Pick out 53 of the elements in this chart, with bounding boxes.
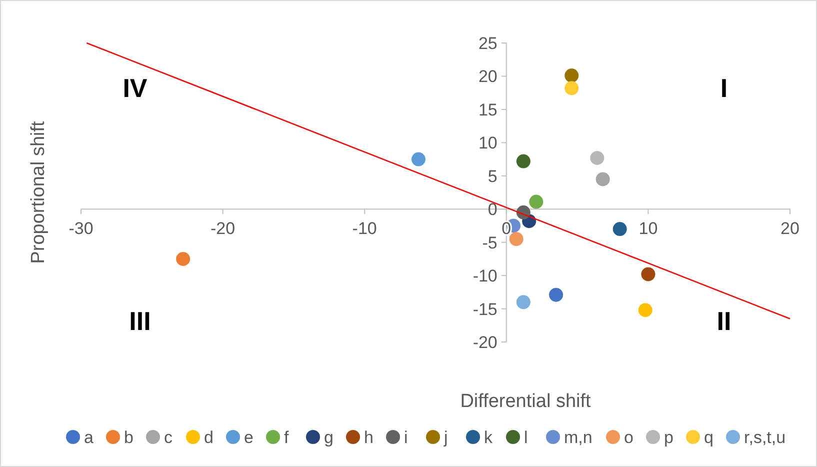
x-axis-title: Differential shift: [460, 391, 592, 412]
legend-label: k: [484, 428, 493, 447]
point: [564, 81, 579, 96]
x-tick-label: 20: [780, 219, 800, 238]
point: [549, 288, 564, 302]
legend-label: d: [204, 428, 214, 447]
legend-label: h: [364, 428, 374, 447]
point: [596, 172, 610, 186]
x-tick-label: 0: [502, 219, 512, 238]
legend-label: l: [524, 428, 528, 447]
y-tick-label: 0: [488, 200, 498, 220]
point: [638, 303, 652, 318]
annotation: I: [720, 73, 728, 103]
y-tick-label: 20: [478, 67, 498, 86]
point: [411, 152, 426, 166]
y-tick-label: -10: [472, 266, 498, 286]
legend-label: r,s,t,u: [744, 428, 786, 447]
point: [612, 222, 627, 236]
point: [509, 232, 524, 246]
y-tick-label: 15: [478, 100, 498, 120]
legend-label: i: [404, 428, 408, 447]
legend-label: m,n: [564, 428, 592, 447]
annotation: IV: [122, 73, 148, 103]
point: [590, 150, 604, 165]
annotation: III: [129, 306, 151, 336]
x-tick-label: -30: [68, 219, 94, 238]
legend-label: g: [324, 428, 334, 447]
y-axis-title: Proportional shift: [28, 120, 49, 264]
point: [529, 194, 544, 209]
legend-label: c: [164, 428, 173, 447]
point: [516, 295, 530, 310]
legend-label: p: [664, 428, 674, 447]
x-tick-label: -20: [210, 219, 236, 238]
y-tick-label: -15: [472, 300, 498, 319]
point: [564, 68, 579, 83]
legend-label: j: [443, 428, 448, 447]
y-tick-label: 10: [478, 134, 498, 153]
legend-label: b: [124, 428, 134, 447]
x-tick-label: -10: [352, 219, 377, 238]
y-tick-label: 25: [478, 34, 498, 53]
x-tick-label: 10: [638, 219, 658, 238]
point: [176, 252, 190, 266]
legend-label: e: [244, 428, 254, 447]
legend-label: a: [84, 428, 94, 447]
legend-label: f: [284, 428, 289, 447]
y-tick-label: -20: [472, 333, 498, 352]
annotation: II: [716, 306, 732, 336]
legend-label: o: [624, 428, 634, 447]
legend-label: q: [704, 428, 714, 447]
y-tick-label: 5: [488, 166, 498, 186]
y-tick-label: -5: [482, 233, 498, 252]
point: [516, 154, 530, 168]
point: [641, 267, 656, 282]
